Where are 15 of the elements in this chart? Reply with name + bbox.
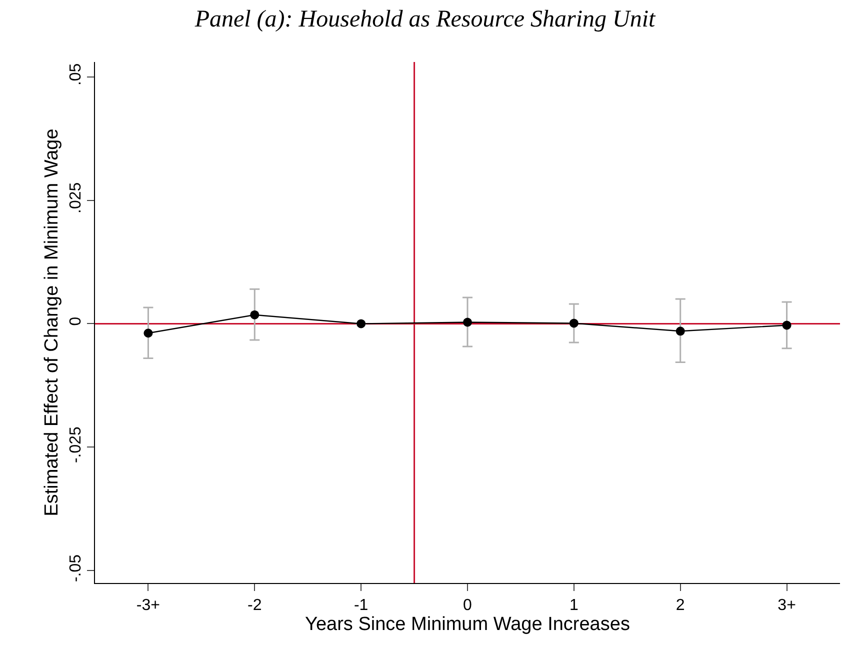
x-tick-label: -1 [354,597,368,614]
x-tick-label: 1 [569,597,578,614]
x-tick-label: -2 [248,597,262,614]
x-axis-title: Years Since Minimum Wage Increases [305,614,630,636]
x-tick-label: 2 [676,597,685,614]
x-tick-label: -3+ [136,597,160,614]
y-tick-label: 0 [68,316,85,326]
x-tick-label: 3+ [778,597,796,614]
y-tick-label: -.025 [68,426,85,464]
y-axis-title: Estimated Effect of Change in Minimum Wage [41,128,62,516]
x-tick-label: 0 [463,597,472,614]
chart-title: Panel (a): Household as Resource Sharing Unit [194,6,657,33]
y-tick-label: -.05 [68,554,85,582]
y-tick-label: .025 [68,182,85,214]
y-tick-label: .05 [68,63,85,86]
